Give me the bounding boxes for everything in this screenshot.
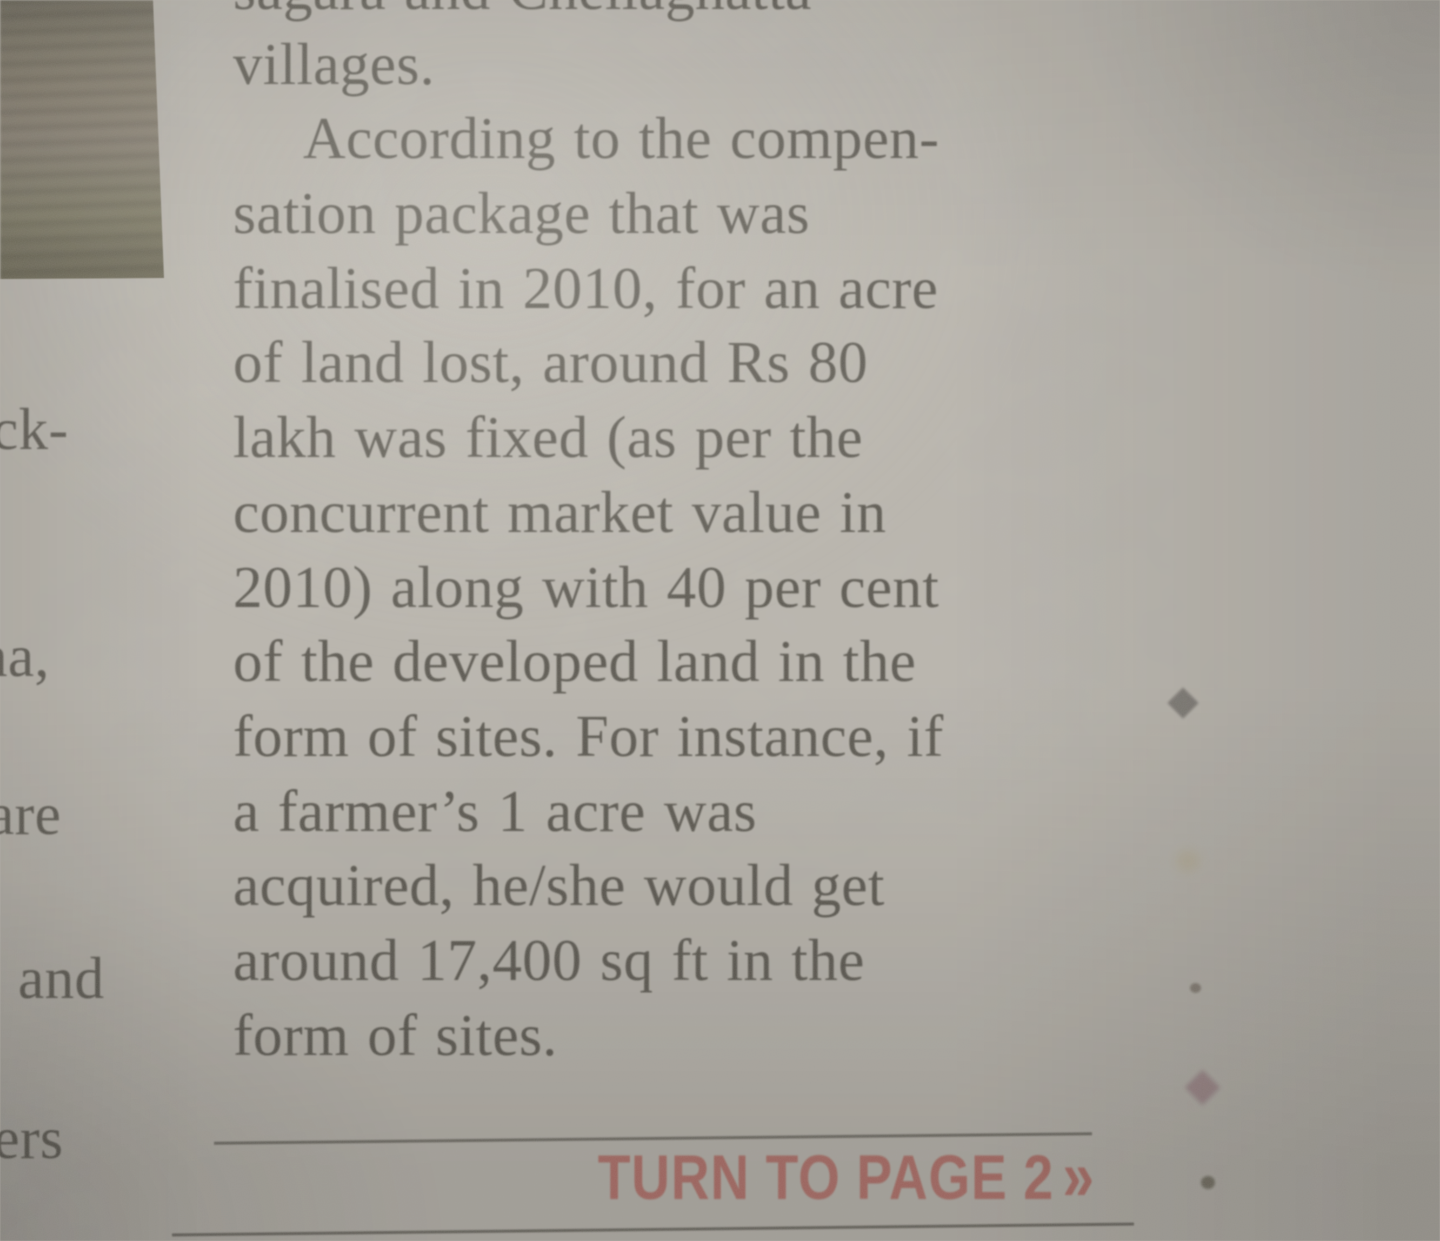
article-line: sation package that was	[233, 180, 810, 247]
column-fragment: are	[0, 781, 62, 847]
article-line: of land lost, around Rs 80	[233, 329, 869, 396]
article-column: sagara and Chellaghatta villages. Accord…	[233, 0, 1113, 1072]
photo-fragment	[0, 0, 164, 279]
print-smudge	[1176, 850, 1200, 872]
column-fragment: ck-	[0, 396, 69, 462]
article-line: finalised in 2010, for an acre	[233, 254, 939, 321]
article-line: According to the compen-	[303, 105, 940, 172]
article-line: villages.	[233, 30, 435, 97]
article-line: acquired, he/she would get	[233, 852, 885, 919]
article-line: form of sites. For instance, if	[233, 702, 944, 769]
print-mark-dot-icon	[1190, 983, 1201, 993]
article-line: form of sites.	[233, 1001, 558, 1068]
turn-to-page-text: TURN TO PAGE 2	[597, 1143, 1055, 1213]
article-line: lakh was fixed (as per the	[233, 404, 863, 471]
turn-to-page-label: TURN TO PAGE 2»	[597, 1138, 1095, 1216]
article-line: 2010) along with 40 per cent	[233, 553, 940, 620]
column-fragment: na,	[0, 623, 50, 689]
article-line: of the developed land in the	[233, 628, 917, 695]
divider-rule-bottom	[172, 1222, 1134, 1237]
article-line-clipped: sagara and Chellaghatta	[233, 0, 1113, 27]
print-mark-diamond-icon	[1184, 1069, 1221, 1106]
article-line: concurrent market value in	[233, 478, 887, 545]
column-fragment: and	[18, 945, 105, 1011]
print-mark-diamond-icon	[1167, 687, 1199, 719]
print-mark-dot-icon	[1201, 1176, 1215, 1189]
article-line: around 17,400 sq ft in the	[233, 926, 865, 993]
column-fragment: sers	[0, 1105, 64, 1171]
article-line: a farmer’s 1 acre was	[233, 777, 757, 844]
double-chevron-icon: »	[1062, 1138, 1095, 1216]
